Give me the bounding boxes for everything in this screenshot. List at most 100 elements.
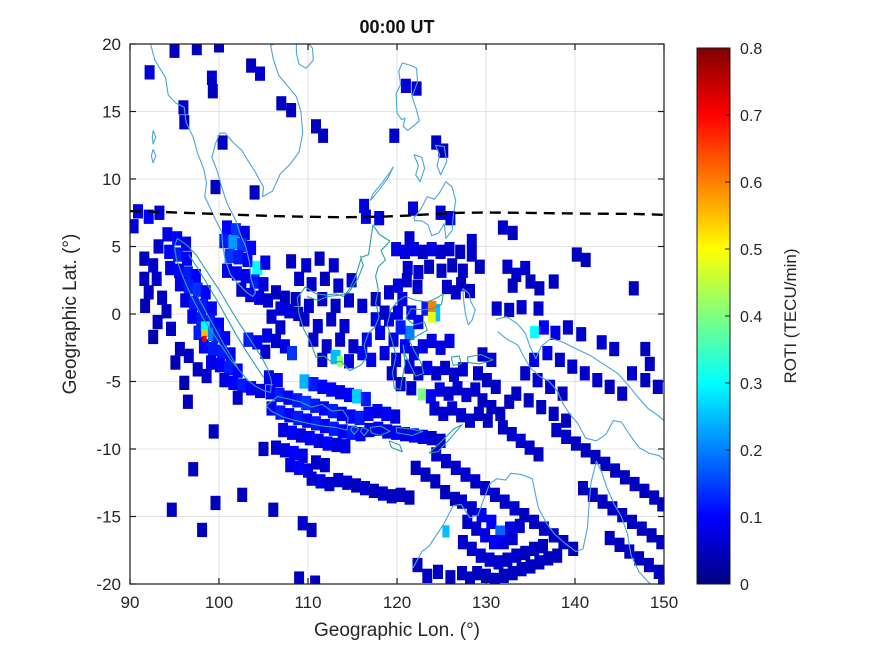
roti-cell — [354, 410, 365, 426]
roti-cell — [299, 374, 310, 389]
roti-cell — [237, 238, 248, 253]
roti-cell — [262, 328, 273, 343]
roti-cell — [506, 427, 517, 442]
roti-cell — [130, 219, 139, 234]
roti-cell — [444, 333, 455, 349]
roti-cell — [462, 514, 473, 529]
roti-cell — [294, 460, 305, 475]
roti-cell — [568, 541, 579, 556]
roti-cell — [140, 298, 151, 313]
roti-cell — [346, 425, 357, 440]
roti-cell — [182, 266, 193, 281]
roti-cell — [495, 406, 506, 421]
roti-cell — [333, 472, 344, 488]
y-tick-label: -15 — [96, 508, 121, 527]
roti-cell — [328, 421, 339, 436]
roti-cell — [646, 528, 657, 543]
roti-cell — [457, 263, 468, 278]
roti-cell — [284, 408, 295, 423]
roti-cell — [263, 370, 274, 385]
roti-cell — [525, 274, 536, 289]
roti-cell — [283, 390, 294, 405]
roti-cell — [357, 346, 368, 361]
roti-cell — [466, 501, 477, 516]
roti-cell — [579, 366, 590, 381]
roti-cell — [545, 379, 556, 394]
x-tick-label: 110 — [294, 593, 321, 612]
roti-cell — [196, 312, 207, 327]
roti-cell — [466, 247, 477, 262]
roti-cell — [422, 360, 433, 376]
roti-cell — [183, 279, 194, 295]
coastline — [450, 355, 462, 366]
coastline — [497, 331, 664, 461]
roti-cell — [206, 301, 217, 316]
roti-cell — [400, 78, 411, 93]
roti-cell — [344, 293, 354, 308]
roti-cell — [395, 320, 406, 335]
roti-cell — [306, 277, 317, 292]
roti-cell — [297, 448, 308, 463]
roti-cell — [431, 366, 442, 381]
roti-cell — [408, 201, 418, 216]
roti-cell — [447, 401, 458, 416]
roti-cell — [433, 564, 443, 579]
roti-cell — [519, 508, 530, 523]
roti-cell — [179, 375, 190, 390]
roti-cell — [319, 458, 330, 473]
roti-cell — [232, 363, 243, 378]
x-tick-label: 120 — [383, 593, 411, 612]
roti-cell — [523, 393, 534, 408]
roti-cell — [533, 447, 544, 462]
roti-cell — [489, 535, 499, 550]
roti-cell — [271, 440, 281, 455]
roti-cell — [222, 263, 232, 278]
roti-cell — [532, 373, 543, 388]
coastline — [412, 460, 652, 584]
roti-cell — [260, 344, 271, 359]
roti-cell — [210, 495, 221, 511]
roti-cell — [542, 346, 553, 361]
roti-cell — [317, 352, 328, 367]
roti-cell — [640, 373, 651, 388]
roti-cell — [306, 522, 317, 538]
roti-cell — [481, 568, 491, 583]
roti-cell — [152, 314, 163, 330]
roti-cell — [445, 211, 456, 226]
roti-cell — [643, 557, 654, 573]
roti-cell — [319, 271, 330, 286]
roti-cell — [406, 381, 417, 396]
roti-cell — [225, 347, 236, 362]
roti-cell — [529, 352, 540, 367]
roti-cell — [449, 491, 460, 507]
roti-cell — [486, 400, 497, 415]
roti-cell — [607, 501, 618, 516]
y-tick-label: -10 — [96, 440, 121, 459]
roti-cell — [205, 314, 216, 330]
roti-cell — [474, 259, 485, 274]
roti-cell — [425, 389, 436, 404]
roti-cell — [543, 551, 554, 566]
roti-cell — [525, 559, 536, 574]
x-tick-label: 150 — [650, 593, 678, 612]
roti-cell — [406, 305, 417, 320]
roti-cell — [538, 521, 549, 536]
roti-cell — [550, 325, 561, 340]
roti-cell — [486, 514, 497, 529]
roti-cell — [548, 274, 559, 289]
roti-cell — [470, 382, 481, 397]
roti-cell — [274, 387, 285, 403]
roti-cell — [239, 225, 250, 241]
roti-cell — [276, 96, 287, 111]
roti-cell — [308, 377, 319, 392]
coastline — [265, 395, 349, 431]
roti-cell — [206, 70, 217, 85]
roti-cell — [473, 406, 484, 421]
roti-cell — [498, 568, 509, 583]
roti-cell — [596, 335, 607, 350]
roti-cell — [514, 518, 525, 534]
roti-cell — [237, 487, 248, 502]
roti-cell — [657, 497, 664, 512]
roti-cell — [627, 514, 637, 529]
roti-cell — [507, 530, 518, 546]
